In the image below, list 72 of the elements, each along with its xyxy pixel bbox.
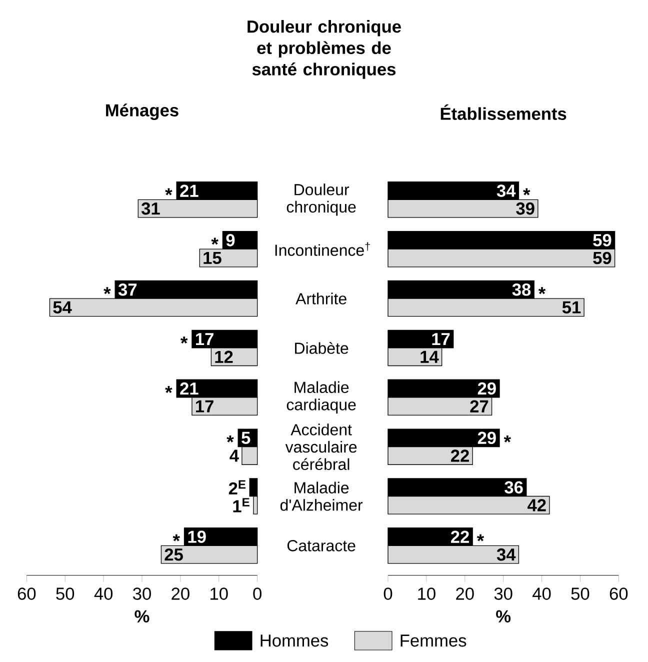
data-label: 19 <box>188 530 206 543</box>
x-tick-label: 20 <box>456 588 474 600</box>
x-tick-label: 0 <box>384 588 392 600</box>
y-tick-label: Diabète <box>295 342 348 354</box>
text: Douleur chronique et problèmes de santé chroniques <box>248 20 401 79</box>
data-label: 17 <box>196 333 214 346</box>
x-tick-label: 30 <box>494 588 512 600</box>
y-tick-label: Maladie d'Alzheimer <box>280 482 363 511</box>
data-label: 15 <box>204 252 222 264</box>
x-tick-label: 60 <box>610 588 628 600</box>
data-label: 59 <box>593 252 612 264</box>
data-label: 36 <box>504 481 523 494</box>
data-label: 12 <box>215 350 233 363</box>
x-tick-label: 20 <box>172 588 190 600</box>
annotation: * <box>165 188 172 196</box>
chart-title: Établissements <box>440 104 566 120</box>
data-label: 21 <box>180 382 198 395</box>
data-label: 2$^{E}$ <box>228 480 246 494</box>
y-tick-label: Incontinence$^{†}$ <box>275 242 370 256</box>
data-label: 17 <box>432 333 450 346</box>
data-label: 31 <box>141 202 160 215</box>
annotation: * <box>172 534 180 542</box>
x-tick-label: 10 <box>210 588 228 600</box>
annotation: * <box>523 188 530 196</box>
x-tick-label: 30 <box>133 588 151 600</box>
annotation: * <box>538 287 546 294</box>
y-tick-label: Maladie cardiaque <box>286 381 356 414</box>
annotation: * <box>476 534 484 542</box>
x-tick-label: 50 <box>571 588 590 600</box>
x-tick-label: 60 <box>18 588 36 600</box>
data-label: 1$^{E}$ <box>233 498 250 512</box>
x-tick-label: 10 <box>418 588 436 600</box>
x-axis-title: % <box>496 610 511 622</box>
x-tick-label: 50 <box>56 588 74 600</box>
data-label: 59 <box>593 234 612 246</box>
x-tick-label: 0 <box>253 588 262 600</box>
data-label: 39 <box>516 202 534 215</box>
y-tick-label: Douleur chronique <box>286 184 356 216</box>
data-label: 37 <box>118 283 137 296</box>
data-label: 14 <box>420 350 439 363</box>
data-label: 54 <box>53 301 72 314</box>
y-tick-label: Accident vasculaire cérébral <box>285 424 357 470</box>
annotation: * <box>226 435 234 442</box>
annotation: * <box>165 386 172 393</box>
x-axis-title: % <box>134 610 150 622</box>
data-label: 38 <box>512 283 531 296</box>
data-label: 17 <box>196 400 214 412</box>
annotation: * <box>104 287 111 294</box>
data-label: 25 <box>164 548 183 561</box>
annotation: * <box>504 435 512 442</box>
data-label: 29 <box>478 382 496 395</box>
legend-label: Hommes <box>260 634 328 647</box>
data-label: 42 <box>528 499 546 512</box>
y-tick-label: Arthrite <box>296 292 346 304</box>
data-label: 51 <box>562 301 581 314</box>
data-label: 27 <box>470 400 488 412</box>
data-label: 9 <box>226 234 235 246</box>
data-label: 4 <box>230 450 239 462</box>
data-label: 29 <box>478 432 496 444</box>
y-tick-label: Cataracte <box>287 540 356 552</box>
data-label: 22 <box>450 530 469 543</box>
data-label: 21 <box>180 184 198 197</box>
data-label: 22 <box>450 450 469 462</box>
annotation: * <box>211 238 218 245</box>
data-label: 34 <box>496 548 516 561</box>
annotation: * <box>180 336 188 344</box>
chart-title: Ménages <box>106 104 178 120</box>
data-label: 5 <box>242 432 250 444</box>
x-tick-label: 40 <box>94 588 113 600</box>
x-tick-label: 40 <box>532 588 551 600</box>
legend-label: Femmes <box>400 634 466 647</box>
data-label: 34 <box>496 184 516 197</box>
